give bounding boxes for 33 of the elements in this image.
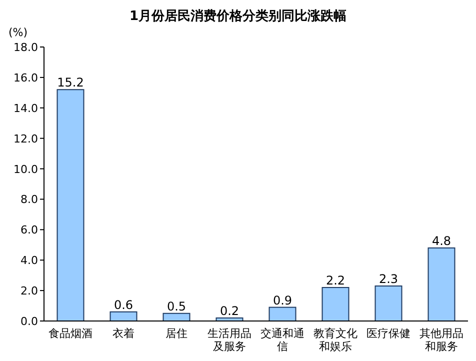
x-tick-label: 教育文化和娱乐 — [312, 327, 358, 353]
chart-title: 1月份居民消费价格分类别同比涨跌幅 — [129, 9, 347, 24]
data-label: 2.2 — [326, 274, 346, 288]
y-tick-label: 18.0 — [14, 41, 38, 54]
bar — [374, 285, 402, 322]
x-tick-label: 医疗保健 — [366, 327, 412, 340]
bar — [56, 89, 84, 322]
x-tick-label: 食品烟酒 — [48, 327, 94, 340]
bar — [428, 247, 456, 322]
y-tick-label: 12.0 — [14, 132, 38, 146]
y-tick-label: 0.0 — [20, 315, 38, 328]
x-tick-label: 居住 — [164, 327, 188, 340]
data-label: 0.6 — [114, 298, 134, 312]
data-label: 0.2 — [220, 304, 240, 318]
y-tick-label: 16.0 — [14, 71, 38, 84]
x-tick-label: 生活用品及服务 — [206, 327, 252, 353]
data-label: 4.8 — [432, 234, 452, 248]
data-label: 15.2 — [57, 76, 84, 90]
y-tick-label: 6.0 — [20, 224, 38, 237]
y-tick-label: 14.0 — [14, 102, 38, 115]
y-tick-label: 4.0 — [20, 254, 38, 268]
y-tick-label: 10.0 — [14, 162, 38, 176]
x-tick-label: 衣着 — [112, 327, 136, 340]
x-tick-label: 其他用品和服务 — [418, 327, 464, 353]
data-label: 0.5 — [166, 299, 186, 314]
data-label: 0.9 — [272, 293, 292, 308]
y-tick-label: 2.0 — [20, 284, 38, 298]
bar — [268, 306, 296, 322]
x-tick-label: 交通和通信 — [260, 327, 306, 353]
data-label: 2.3 — [378, 272, 398, 286]
y-axis-title: (%) — [8, 26, 28, 39]
bar — [322, 287, 350, 322]
y-tick-label: 8.0 — [20, 193, 38, 206]
